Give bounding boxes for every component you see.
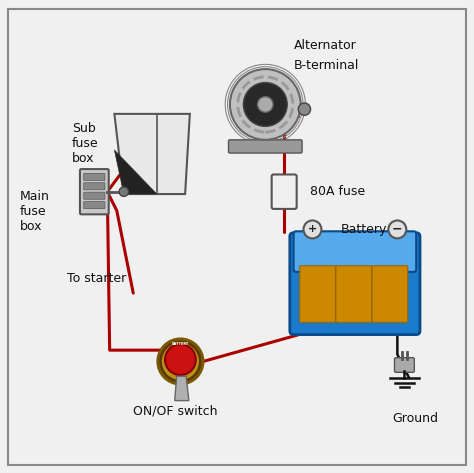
Polygon shape: [114, 114, 190, 194]
Text: +: +: [308, 224, 317, 235]
FancyBboxPatch shape: [394, 358, 414, 372]
Text: BATTERY: BATTERY: [172, 342, 189, 346]
FancyBboxPatch shape: [372, 266, 408, 322]
FancyBboxPatch shape: [272, 175, 297, 209]
FancyBboxPatch shape: [228, 140, 302, 153]
FancyBboxPatch shape: [336, 266, 372, 322]
Text: To starter: To starter: [67, 272, 127, 285]
Circle shape: [158, 339, 203, 384]
Circle shape: [165, 344, 196, 375]
FancyBboxPatch shape: [84, 201, 105, 209]
Circle shape: [298, 103, 310, 115]
Circle shape: [303, 220, 321, 238]
Text: Alternator: Alternator: [293, 39, 356, 52]
Text: Main: Main: [20, 190, 50, 203]
Text: Battery: Battery: [341, 223, 387, 236]
Polygon shape: [114, 150, 157, 194]
Text: 80A fuse: 80A fuse: [310, 185, 365, 198]
Text: ON/OF switch: ON/OF switch: [133, 404, 218, 418]
Circle shape: [257, 96, 273, 112]
FancyBboxPatch shape: [300, 266, 336, 322]
Circle shape: [119, 187, 128, 196]
Text: −: −: [392, 223, 402, 236]
Text: fuse: fuse: [72, 137, 99, 149]
Circle shape: [230, 69, 301, 140]
FancyBboxPatch shape: [293, 231, 416, 272]
Text: box: box: [20, 220, 43, 233]
FancyBboxPatch shape: [84, 183, 105, 190]
Polygon shape: [175, 376, 189, 401]
Circle shape: [243, 82, 287, 126]
FancyBboxPatch shape: [290, 233, 420, 334]
Text: fuse: fuse: [20, 205, 46, 218]
FancyBboxPatch shape: [80, 169, 109, 214]
FancyBboxPatch shape: [84, 192, 105, 199]
Text: box: box: [72, 152, 94, 165]
Text: Sub: Sub: [72, 122, 96, 134]
FancyBboxPatch shape: [84, 173, 105, 180]
Text: B-terminal: B-terminal: [293, 59, 359, 72]
Circle shape: [388, 220, 406, 238]
Text: Ground: Ground: [392, 412, 438, 425]
